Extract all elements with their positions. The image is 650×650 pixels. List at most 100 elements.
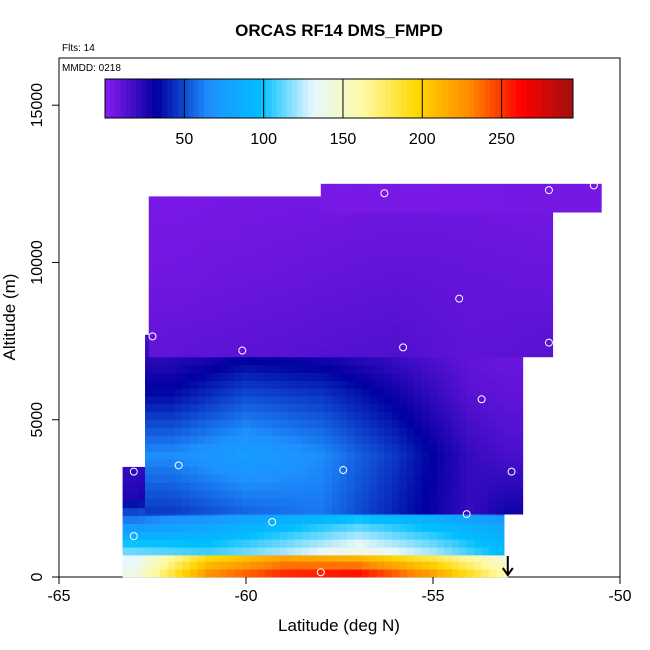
colorbar-swatch — [307, 79, 314, 118]
heatmap-cell — [343, 238, 352, 248]
heatmap-cell — [384, 427, 393, 436]
heatmap-cell — [403, 183, 411, 189]
heatmap-cell — [485, 348, 494, 358]
heatmap-cell — [358, 286, 367, 295]
heatmap-cell — [373, 183, 382, 189]
heatmap-cell — [376, 372, 385, 381]
heatmap-cell — [186, 341, 195, 350]
heatmap-cell — [260, 246, 269, 255]
heatmap-cell — [481, 364, 490, 373]
heatmap-cell — [249, 531, 258, 540]
heatmap-cell — [287, 443, 296, 452]
heatmap-cell — [399, 435, 408, 444]
heatmap-cell — [500, 196, 509, 205]
heatmap-cell — [332, 419, 340, 428]
heatmap-cell — [403, 204, 411, 213]
heatmap-cell — [171, 301, 180, 311]
heatmap-cell — [354, 490, 363, 499]
heatmap-cell — [268, 231, 277, 240]
heatmap-cell — [309, 459, 318, 468]
heatmap-cell — [451, 427, 460, 436]
heatmap-cell — [365, 301, 374, 311]
heatmap-cell — [317, 490, 325, 499]
heatmap-cell — [152, 380, 161, 389]
heatmap-cell — [373, 215, 382, 224]
heatmap-cell — [436, 404, 445, 413]
colorbar-swatch — [417, 79, 423, 118]
heatmap-cell — [324, 515, 333, 524]
heatmap-cell — [414, 443, 423, 452]
heatmap-cell — [470, 286, 479, 295]
heatmap-cell — [193, 254, 202, 263]
heatmap-cell — [253, 341, 262, 350]
heatmap-cell — [391, 459, 400, 468]
heatmap-cell — [305, 341, 314, 350]
heatmap-cell — [429, 466, 438, 476]
heatmap-cell — [264, 388, 273, 397]
heatmap-cell — [324, 380, 333, 389]
heatmap-cell — [489, 554, 497, 562]
heatmap-cell — [537, 246, 546, 255]
heatmap-cell — [302, 404, 310, 413]
heatmap-cell — [410, 309, 419, 318]
heatmap-cell — [231, 317, 239, 326]
heatmap-cell — [451, 523, 460, 532]
heatmap-cell — [219, 435, 228, 444]
heatmap-cell — [519, 380, 524, 389]
x-tick-label: -65 — [47, 588, 70, 605]
heatmap-cell — [504, 561, 509, 570]
heatmap-cell — [481, 474, 490, 484]
heatmap-cell — [145, 561, 153, 570]
heatmap-cell — [496, 388, 505, 397]
heatmap-cell — [253, 286, 262, 295]
heatmap-cell — [332, 451, 340, 460]
heatmap-cell — [343, 317, 352, 326]
heatmap-cell — [178, 293, 187, 303]
heatmap-cell — [302, 506, 310, 515]
colorbar-swatch — [229, 79, 236, 118]
heatmap-cell — [537, 188, 546, 197]
heatmap-cell — [249, 515, 258, 524]
heatmap-cell — [204, 435, 213, 444]
heatmap-cell — [156, 301, 165, 311]
heatmap-cell — [343, 333, 352, 342]
heatmap-cell — [193, 231, 202, 240]
heatmap-cell — [201, 333, 209, 342]
heatmap-cell — [537, 231, 546, 240]
heatmap-cell — [231, 231, 239, 240]
heatmap-cell — [294, 459, 303, 468]
heatmap-cell — [444, 531, 453, 540]
heatmap-cell — [163, 199, 172, 208]
heatmap-cell — [444, 466, 453, 476]
heatmap-cell — [182, 569, 191, 578]
heatmap-cell — [313, 215, 322, 224]
heatmap-cell — [511, 404, 520, 413]
heatmap-cell — [373, 231, 382, 240]
heatmap-cell — [309, 539, 318, 548]
heatmap-cell — [425, 204, 434, 213]
heatmap-cell — [171, 293, 180, 303]
heatmap-cell — [182, 506, 191, 515]
heatmap-cell — [219, 506, 228, 515]
heatmap-cell — [122, 569, 131, 578]
heatmap-cell — [260, 317, 269, 326]
heatmap-cell — [429, 498, 438, 507]
heatmap-cell — [197, 388, 206, 397]
heatmap-cell — [231, 238, 239, 248]
heatmap-cell — [339, 523, 348, 532]
heatmap-cell — [163, 333, 172, 342]
heatmap-cell — [294, 380, 303, 389]
heatmap-cell — [264, 515, 273, 524]
colorbar-swatch — [391, 79, 397, 118]
heatmap-cell — [343, 204, 352, 213]
heatmap-cell — [305, 348, 314, 358]
heatmap-cell — [298, 278, 307, 287]
heatmap-cell — [406, 466, 415, 476]
heatmap-cell — [522, 246, 531, 255]
colorbar-frame — [104, 78, 574, 119]
heatmap-cell — [462, 183, 471, 189]
heatmap-cell — [145, 443, 153, 452]
heatmap-cell — [145, 372, 153, 381]
heatmap-cell — [335, 231, 344, 240]
heatmap-cell — [346, 474, 355, 484]
